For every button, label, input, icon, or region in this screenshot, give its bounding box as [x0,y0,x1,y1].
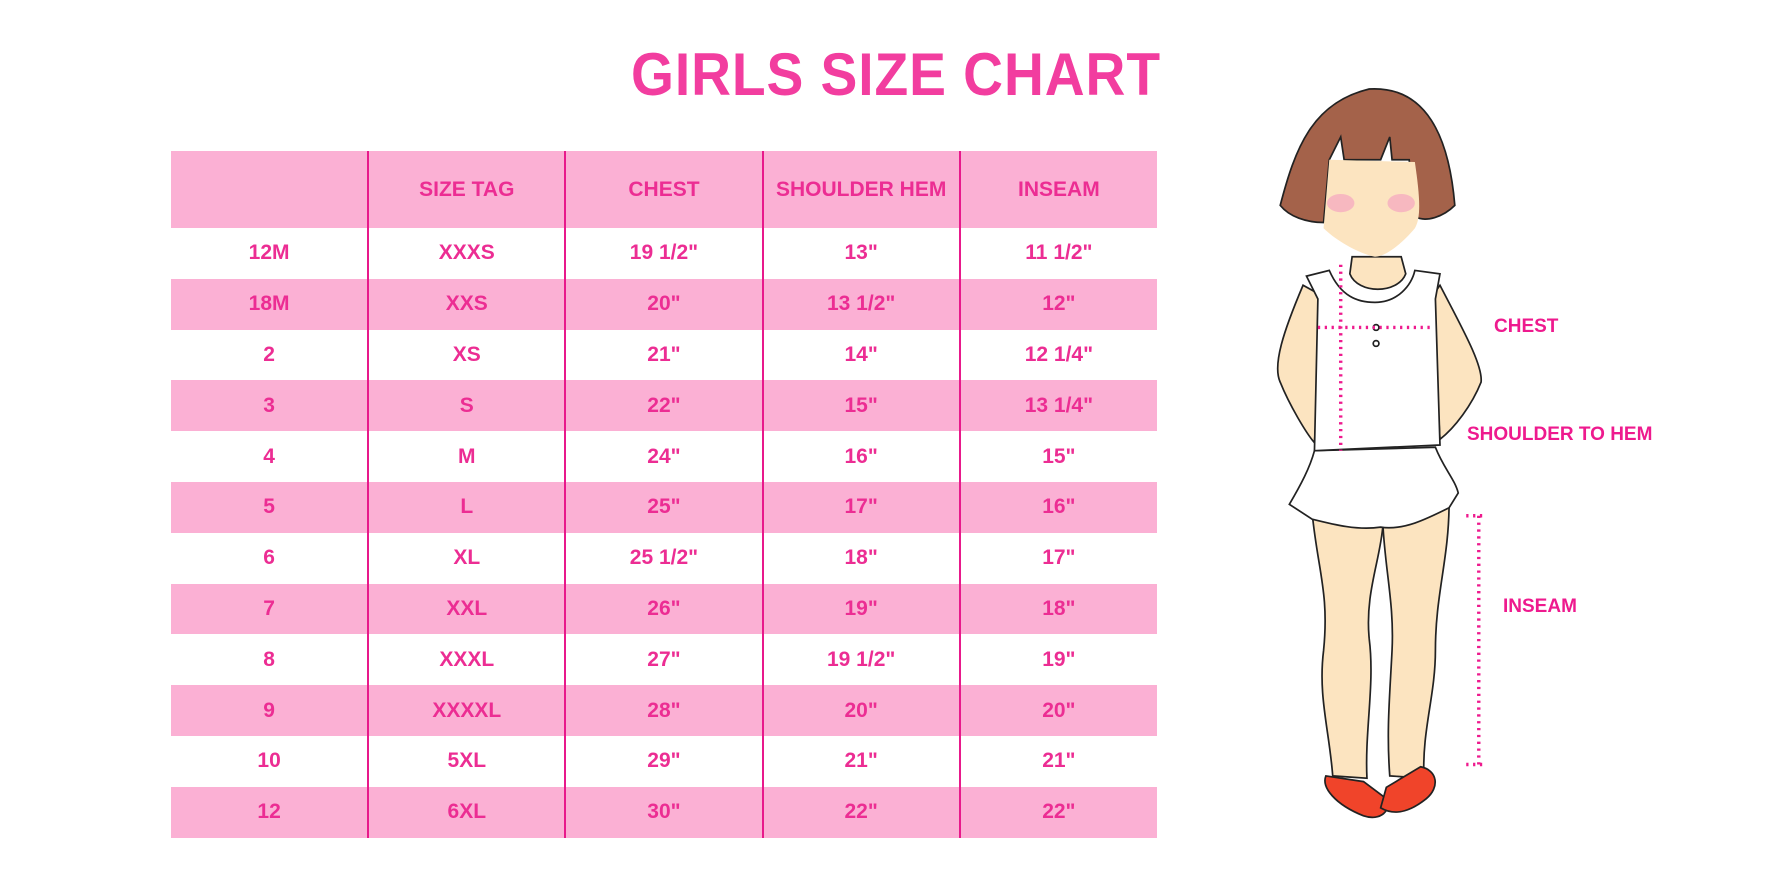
left-shoe [1324,774,1389,819]
table-cell: 21" [761,735,960,787]
table-row: 3 S 22" 15" 13 1/4" [171,380,1157,432]
table-row: 12M XXXS 19 1/2" 13" 11 1/2" [171,228,1157,279]
table-cell: 12M [248,241,290,265]
table-row: 9 XXXXL 28" 20" 20" [171,685,1157,736]
table-cell: 5XL [367,735,566,787]
table-cell: 22" [958,786,1157,838]
table-cell: 14" [761,329,960,381]
table-cell: 28" [564,685,763,736]
table-cell: 20" [761,685,960,736]
table-cell: 20" [564,278,763,330]
table-cell: 10 [257,749,281,773]
table-cell: XS [367,329,566,381]
table-cell: L [367,481,566,533]
table-cell: 22" [564,380,763,432]
table-cell: 19 1/2" [761,634,960,686]
table-cell: 17" [958,532,1157,584]
table-cell: 13" [761,228,960,279]
table-cell: 12" [958,278,1157,330]
column-header: INSEAM [958,151,1157,228]
page-title: GIRLS SIZE CHART [631,41,1161,108]
chest-label: CHEST [1494,316,1559,337]
table-cell: 18" [761,532,960,584]
table-cell: 20" [958,685,1157,736]
table-cell: 5 [171,481,369,533]
column-header [171,151,369,228]
shoulder-to-hem-label: SHOULDER TO HEM [1467,424,1653,445]
table-cell: 29" [564,735,763,787]
table-header-row: SIZE TAG CHEST SHOULDER HEM INSEAM [171,151,1157,228]
table-cell: M [367,431,566,482]
table-cell: XL [367,532,566,584]
table-row: 10 5XL 29" 21" 21" [171,735,1157,787]
table-cell: 12 [171,786,369,838]
table-cell: 15" [761,380,960,432]
right-leg [1382,500,1450,780]
table-cell: 15" [958,431,1157,482]
table-cell: 30" [564,786,763,838]
inseam-label: INSEAM [1503,596,1577,617]
column-header: SIZE TAG [367,151,566,228]
table-cell: 3 [171,380,369,432]
table-cell: 13 1/2" [761,278,960,330]
table-row: 6 XL 25 1/2" 18" 17" [171,532,1157,584]
table-row: 12 6XL 30" 22" 22" [171,786,1157,838]
table-cell: 4 [263,444,275,468]
table-cell: 19" [761,583,960,635]
size-table: SIZE TAG CHEST SHOULDER HEM INSEAM 12M XXXS 1… [171,151,1157,838]
table-cell: XXXS [367,228,566,279]
table-cell: 16" [958,481,1157,533]
left-leg [1311,512,1384,780]
table-cell: 6 [263,546,275,570]
table-cell: 12 1/4" [958,329,1157,381]
table-row: 8 XXXL 27" 19 1/2" 19" [171,634,1157,686]
table-cell: XXL [367,583,566,635]
table-cell: 21" [958,735,1157,787]
table-cell: 9 [171,685,369,736]
table-cell: 19" [958,634,1157,686]
table-cell: 25" [564,481,763,533]
table-row: 7 XXL 26" 19" 18" [171,583,1157,635]
column-header: SHOULDER HEM [761,151,960,228]
column-header: CHEST [564,151,763,228]
right-shoe [1379,765,1436,813]
table-cell: 11 1/2" [958,228,1157,279]
table-cell: 27" [564,634,763,686]
table-cell: XXXL [367,634,566,686]
face [1323,159,1420,257]
right-arm [1431,283,1482,441]
table-cell: 25 1/2" [564,532,763,584]
table-cell: 8 [263,647,275,671]
table-cell: XXXXL [367,685,566,736]
table-cell: S [367,380,566,432]
table-row: 4 M 24" 16" 15" [171,431,1157,482]
table-cell: 22" [761,786,960,838]
table-cell: 18M [171,278,369,330]
table-row: 2 XS 21" 14" 12 1/4" [171,329,1157,381]
table-cell: 13 1/4" [958,380,1157,432]
table-row: 18M XXS 20" 13 1/2" 12" [171,278,1157,330]
table-cell: 7 [171,583,369,635]
table-cell: 2 [263,342,275,366]
table-cell: 24" [564,431,763,482]
table-cell: 19 1/2" [564,228,763,279]
table-cell: 26" [564,583,763,635]
table-cell: 16" [761,431,960,482]
table-cell: 6XL [367,786,566,838]
table-cell: XXS [367,278,566,330]
left-arm [1276,284,1325,445]
table-cell: 21" [564,329,763,381]
table-cell: 17" [761,481,960,533]
table-cell: 18" [958,583,1157,635]
table-row: 5 L 25" 17" 16" [171,481,1157,533]
shirt [1305,269,1441,452]
skirt [1288,446,1460,530]
